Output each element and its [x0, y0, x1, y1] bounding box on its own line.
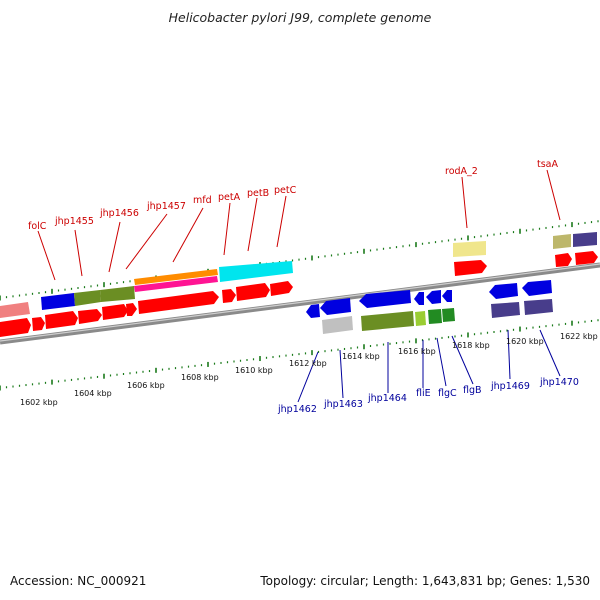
gene-label[interactable]: jhp1456	[99, 208, 139, 219]
top-leader-lines	[37, 169, 561, 281]
gene-block[interactable]	[415, 311, 426, 326]
kbp-tick-label: 1616 kbp	[398, 347, 436, 356]
gene-block[interactable]	[361, 311, 414, 331]
gene-arrow[interactable]	[320, 298, 351, 315]
gene-arrow[interactable]	[359, 290, 411, 308]
gene-label[interactable]: fliE	[416, 388, 431, 399]
gene-arrow[interactable]	[555, 253, 572, 267]
kbp-tick-label: 1622 kbp	[560, 332, 598, 341]
kbp-tick-label: 1620 kbp	[506, 337, 544, 346]
gene-block[interactable]	[100, 286, 135, 302]
gene-arrow[interactable]	[78, 309, 102, 324]
gene-label[interactable]: flgB	[463, 385, 482, 396]
gene-label[interactable]: jhp1455	[54, 216, 94, 227]
reverse-gene-labels: jhp1462 jhp1463 jhp1464 fliE flgC flgB jhp1469…	[277, 377, 579, 415]
forward-strand-genes	[0, 232, 598, 337]
genome-backbone-highlight	[0, 263, 600, 342]
gene-arrow[interactable]	[102, 304, 128, 320]
kbp-tick-label: 1606 kbp	[127, 381, 165, 390]
gene-label[interactable]: jhp1470	[539, 377, 579, 388]
gene-label[interactable]: jhp1462	[277, 404, 317, 415]
gene-label[interactable]: jhp1469	[490, 381, 530, 392]
genome-backbone	[0, 262, 600, 345]
lower-tick-track	[0, 319, 599, 391]
kbp-tick-label: 1604 kbp	[74, 389, 112, 398]
gene-arrow[interactable]	[126, 303, 137, 316]
gene-label[interactable]: flgC	[438, 388, 457, 399]
accession-text: Accession: NC_000921	[10, 574, 147, 588]
gene-label[interactable]: jhp1464	[367, 393, 407, 404]
gene-label[interactable]: rodA_2	[445, 166, 478, 177]
gene-block[interactable]	[573, 232, 597, 247]
gene-arrow[interactable]	[414, 292, 424, 305]
gene-label[interactable]: tsaA	[537, 159, 558, 170]
gene-block[interactable]	[442, 308, 455, 322]
gene-block[interactable]	[41, 293, 75, 310]
kbp-tick-label: 1614 kbp	[342, 352, 380, 361]
kbp-tick-labels: 1602 kbp 1604 kbp 1606 kbp 1608 kbp 1610 kbp…	[20, 332, 598, 407]
kbp-tick-label: 1618 kbp	[452, 341, 490, 350]
gene-block[interactable]	[322, 316, 353, 334]
gene-block[interactable]	[74, 290, 101, 306]
gene-arrow[interactable]	[442, 290, 452, 302]
gene-arrow[interactable]	[236, 283, 270, 301]
kbp-tick-label: 1602 kbp	[20, 398, 58, 407]
gene-block[interactable]	[219, 261, 293, 282]
gene-arrow[interactable]	[45, 311, 78, 329]
gene-arrow[interactable]	[32, 317, 45, 331]
map-title: Helicobacter pylori J99, complete genome	[168, 10, 432, 25]
gene-arrow[interactable]	[222, 289, 236, 303]
gene-label[interactable]: petA	[218, 192, 241, 203]
forward-gene-labels: folC jhp1455 jhp1456 jhp1457 mfd petA petB petC…	[28, 159, 558, 232]
gene-arrow[interactable]	[575, 251, 598, 265]
gene-block[interactable]	[428, 309, 442, 324]
gene-arrow[interactable]	[426, 290, 441, 304]
gene-block[interactable]	[491, 302, 520, 318]
gene-label[interactable]: jhp1457	[146, 201, 186, 212]
gene-arrow[interactable]	[489, 283, 518, 299]
gene-label[interactable]: mfd	[193, 195, 212, 206]
gene-arrow[interactable]	[454, 260, 487, 276]
gene-arrow[interactable]	[270, 281, 293, 296]
gene-block[interactable]	[134, 276, 218, 292]
gene-block[interactable]	[134, 269, 218, 285]
gene-arrow[interactable]	[138, 291, 219, 314]
gene-label[interactable]: petB	[247, 188, 269, 199]
kbp-tick-label: 1608 kbp	[181, 373, 219, 382]
gene-arrow[interactable]	[522, 280, 552, 296]
gene-arrow[interactable]	[0, 318, 31, 337]
kbp-tick-label: 1612 kbp	[289, 359, 327, 368]
gene-block[interactable]	[453, 241, 486, 257]
kbp-tick-label: 1610 kbp	[235, 366, 273, 375]
gene-block[interactable]	[553, 234, 571, 249]
gene-label[interactable]: petC	[274, 185, 297, 196]
gene-block[interactable]	[0, 302, 30, 318]
gene-arrow[interactable]	[306, 304, 320, 318]
topology-text: Topology: circular; Length: 1,643,831 bp…	[260, 574, 590, 588]
reverse-strand-genes	[306, 280, 553, 334]
gene-block[interactable]	[524, 299, 553, 315]
gene-label[interactable]: jhp1463	[323, 399, 363, 410]
gene-label[interactable]: folC	[28, 221, 47, 232]
bottom-leader-lines	[297, 329, 561, 403]
